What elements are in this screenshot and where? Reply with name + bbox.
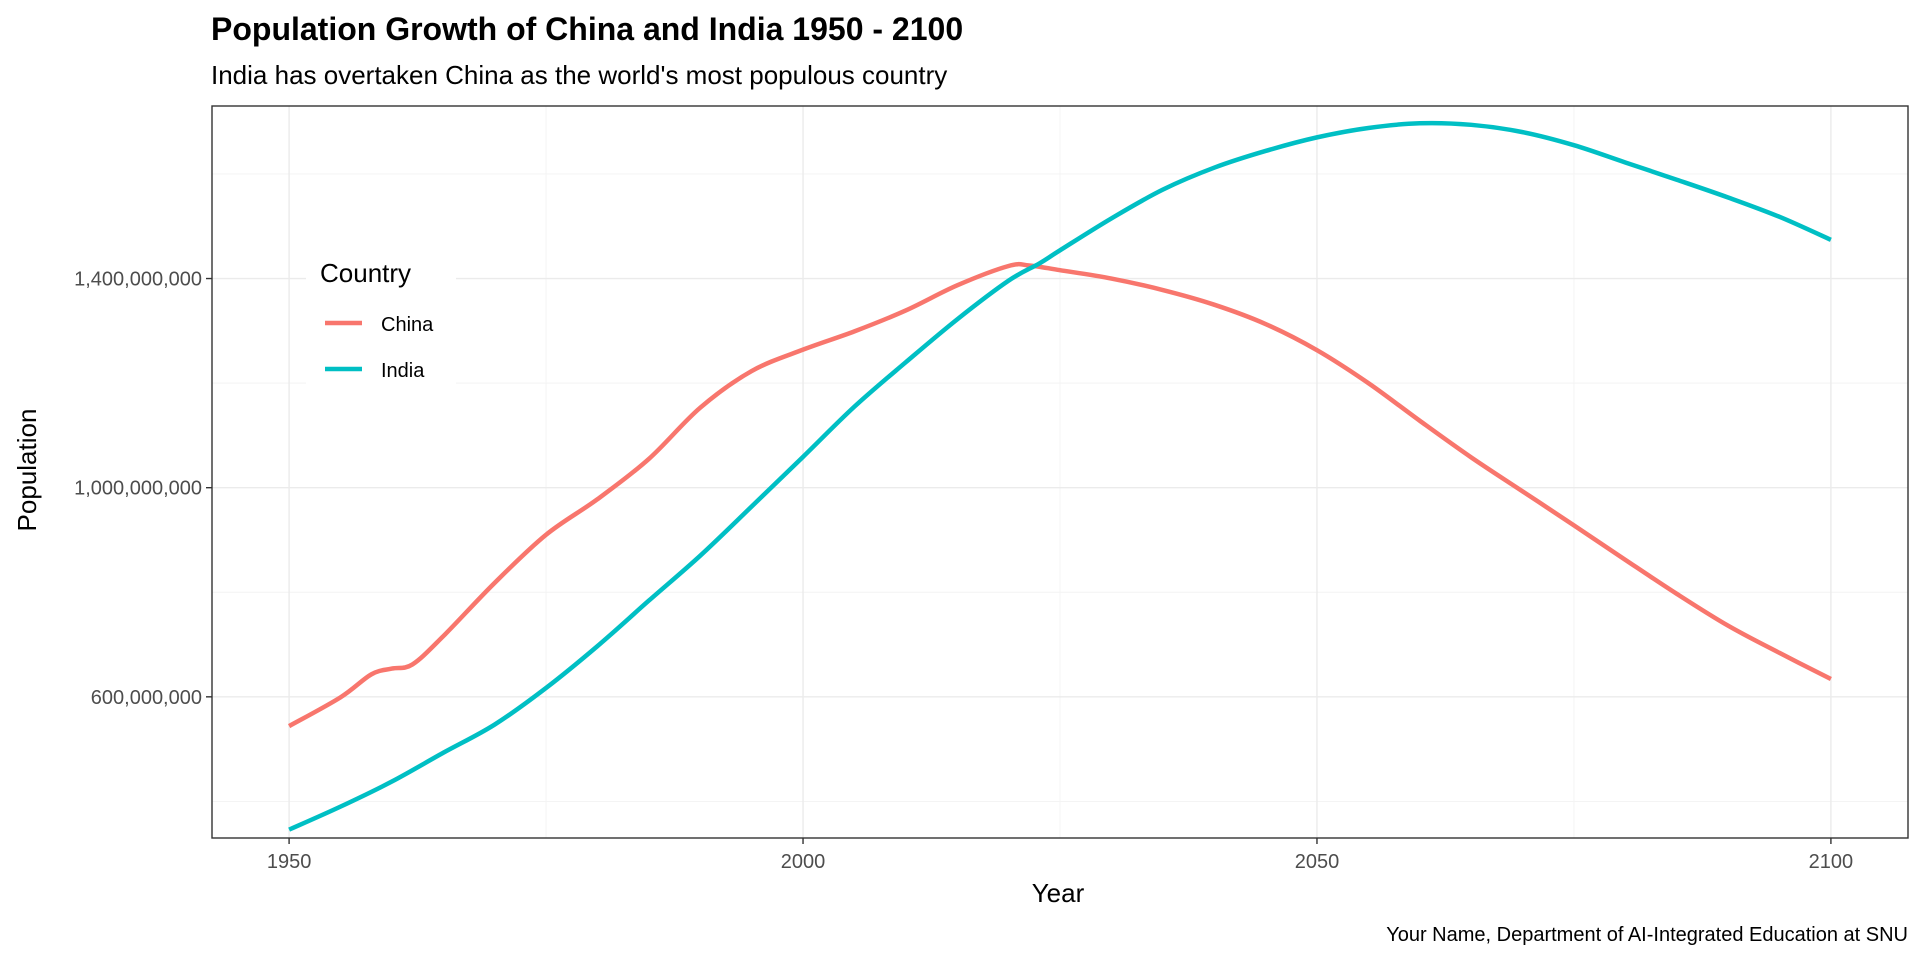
x-tick-label: 1950 [267,851,312,873]
x-axis-title: Year [1032,878,1085,908]
series-lines [287,120,1832,832]
y-axis-title: Population [12,409,42,532]
chart-title: Population Growth of China and India 195… [211,11,963,47]
legend-label-china: China [381,314,434,336]
legend-title: Country [320,258,411,288]
y-axis: 600,000,000 1,000,000,000 1,400,000,000 [74,269,212,709]
y-tick-label: 600,000,000 [91,687,202,709]
y-tick-label: 1,000,000,000 [74,478,202,500]
legend-background [306,250,456,390]
series-line-india [288,120,1832,832]
plot-area [211,105,1909,839]
legend: Country China India [306,250,456,390]
y-tick-label: 1,400,000,000 [74,269,202,291]
chart-subtitle: India has overtaken China as the world's… [211,60,947,90]
series-line-china [287,261,1832,729]
legend-label-india: India [381,360,425,382]
panel-border [211,105,1909,839]
x-tick-label: 2100 [1809,851,1854,873]
chart-caption: Your Name, Department of AI-Integrated E… [1386,924,1908,946]
x-tick-label: 2050 [1295,851,1340,873]
x-tick-label: 2000 [781,851,826,873]
x-axis: 1950 2000 2050 2100 [267,838,1853,873]
grid [212,106,1908,838]
